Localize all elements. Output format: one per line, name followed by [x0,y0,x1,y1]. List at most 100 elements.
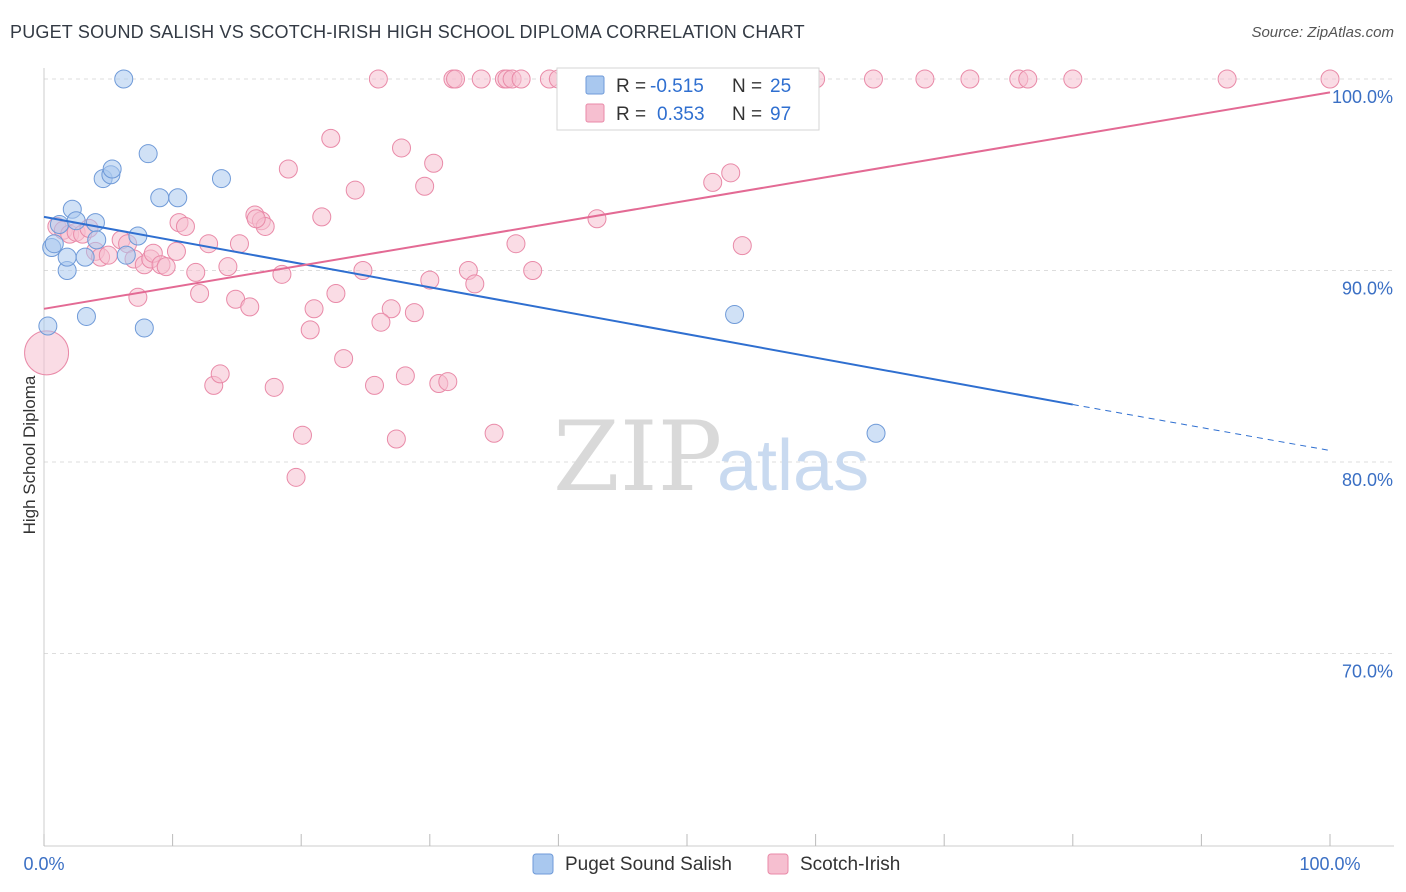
chart-title: PUGET SOUND SALISH VS SCOTCH-IRISH HIGH … [10,22,805,42]
pink-point-94 [703,172,723,192]
pink-point-27 [218,257,238,277]
watermark-atlas: atlas [717,426,869,506]
pink-point-38 [292,425,312,445]
pink-point-18 [156,257,176,277]
bottom-legend-swatch-pink [767,853,789,875]
blue-point-16 [116,245,136,265]
pink-point-91 [1320,69,1340,89]
blue-point-21 [168,188,188,208]
pink-point-88 [1018,69,1038,89]
pink-point-37 [286,467,306,487]
pink-point-95 [732,236,752,256]
blue-point-0 [38,316,58,336]
pink-point-60 [446,69,466,89]
legend-n-value-2: 97 [770,104,791,125]
source-label: Source: ZipAtlas.com [1251,24,1394,41]
pink-point-69 [523,261,543,280]
axes [43,68,1394,847]
blue-trend-line [43,215,1073,406]
y-tick-label-90: 90.0% [1342,279,1393,299]
legend-n-label-2: N = [732,104,762,125]
x-tick-label-max: 100.0% [1299,854,1360,874]
puget-sound-salish-points [38,69,886,443]
pink-point-84 [863,69,883,89]
legend-r-value-1: -0.515 [650,76,704,97]
blue-point-2 [44,234,64,254]
pink-point-41 [312,207,332,227]
pink-point-42 [321,128,341,148]
y-tick-label-70: 70.0% [1342,662,1393,682]
series-legend: Puget Sound Salish Scotch-Irish [532,853,900,875]
pink-point-9 [98,245,118,265]
pink-point-44 [334,349,354,369]
blue-point-19 [138,144,158,164]
pink-point-22 [186,262,206,282]
pink-point-55 [420,270,440,290]
pink-point-92 [246,209,266,229]
pink-point-93 [506,234,526,254]
pink-point-50 [386,429,406,449]
pink-point-90 [1217,69,1237,89]
blue-point-22 [211,169,231,189]
pink-point-54 [415,176,435,196]
watermark-zip: ZIP [553,401,722,513]
pink-point-0 [24,330,70,376]
blue-point-5 [57,247,77,267]
trend-lines [43,91,1331,452]
pink-point-34 [264,377,284,397]
pink-point-48 [368,69,388,89]
legend-r-label-2: R = [616,104,646,125]
pink-point-80 [721,163,741,183]
pink-point-36 [278,159,298,179]
pink-point-30 [240,297,260,317]
watermark: ZIP atlas [553,401,869,513]
legend-r-value-2: 0.353 [657,104,705,125]
pink-point-53 [404,303,424,323]
legend-r-label-1: R = [616,76,646,97]
legend-n-label-1: N = [732,76,762,97]
pink-point-86 [960,69,980,89]
pink-point-45 [345,180,365,200]
pink-point-29 [229,234,249,254]
bottom-legend-label-pink: Scotch-Irish [800,854,900,875]
legend-swatch-pink [585,103,605,123]
x-tick-label-min: 0.0% [23,854,64,874]
pink-point-23 [190,283,210,303]
pink-point-73 [587,209,607,229]
pink-point-19 [166,241,186,261]
pink-point-52 [395,366,415,386]
legend-swatch-blue [585,75,605,95]
pink-point-49 [381,299,401,319]
y-tick-labels: 70.0% 80.0% 90.0% 100.0% [1332,87,1393,682]
pink-point-24 [199,234,219,254]
y-axis-title: High School Diploma [20,375,39,534]
pink-point-62 [465,274,485,294]
blue-point-24 [866,423,886,443]
blue-point-14 [102,159,122,179]
pink-point-39 [300,320,320,340]
pink-trend-line [43,91,1331,310]
pink-point-43 [326,283,346,303]
pink-point-68 [511,69,531,89]
pink-point-47 [365,375,385,395]
legend-n-value-1: 25 [770,76,791,97]
bottom-legend-label-blue: Puget Sound Salish [565,854,732,875]
pink-point-21 [175,216,195,236]
x-ticks [43,834,1331,846]
pink-point-96 [371,312,391,332]
pink-point-64 [484,423,504,443]
blue-point-15 [114,69,134,89]
pink-point-89 [1063,69,1083,89]
blue-point-8 [75,247,95,267]
stats-legend: R = -0.515 N = 25 R = 0.353 N = 97 [556,67,820,131]
pink-point-56 [424,153,444,173]
blue-point-10 [85,213,105,233]
blue-point-11 [87,230,107,250]
pink-point-85 [915,69,935,89]
pink-point-26 [210,364,230,384]
y-tick-label-100: 100.0% [1332,87,1393,107]
y-tick-label-80: 80.0% [1342,470,1393,490]
pink-point-40 [304,299,324,319]
pink-point-58 [438,372,458,392]
